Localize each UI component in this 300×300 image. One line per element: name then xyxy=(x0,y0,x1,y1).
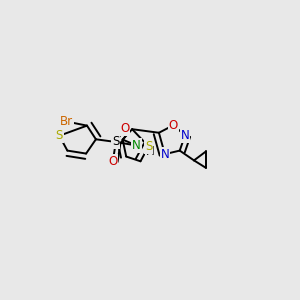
Text: N: N xyxy=(132,139,141,152)
Text: N: N xyxy=(160,148,169,161)
Text: N: N xyxy=(181,129,189,142)
Text: S: S xyxy=(112,136,119,148)
Text: S: S xyxy=(145,140,152,153)
Text: Br: Br xyxy=(60,115,73,128)
Text: O: O xyxy=(169,119,178,132)
Text: O: O xyxy=(108,155,118,168)
Text: H: H xyxy=(146,145,154,158)
Text: O: O xyxy=(120,122,129,135)
Text: S: S xyxy=(56,129,63,142)
